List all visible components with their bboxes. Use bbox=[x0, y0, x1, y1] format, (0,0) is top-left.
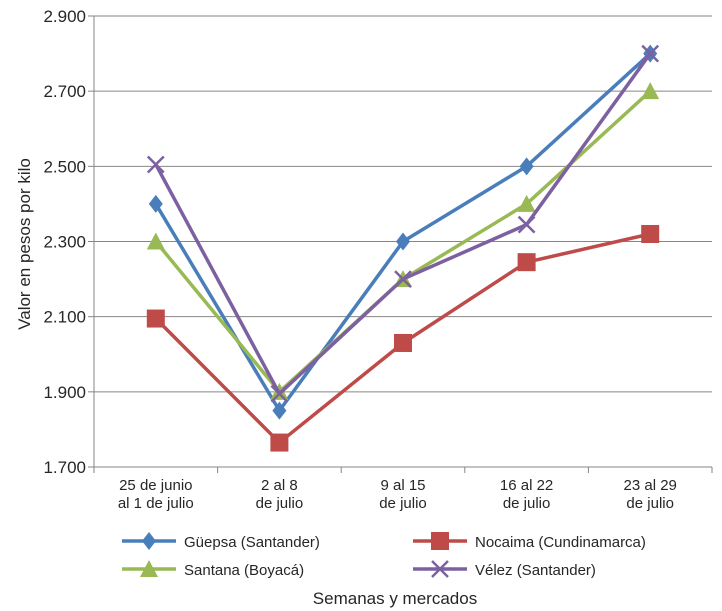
data-point bbox=[519, 157, 534, 176]
legend-marker bbox=[431, 532, 449, 550]
legend-item: Santana (Boyacá) bbox=[122, 560, 304, 579]
data-point bbox=[270, 433, 289, 452]
x-tick-label: 9 al 15 de julio bbox=[379, 477, 427, 512]
y-tick-label: 1.900 bbox=[43, 383, 86, 402]
legend-marker bbox=[431, 560, 449, 578]
y-tick-label: 2.500 bbox=[43, 157, 86, 176]
data-point bbox=[272, 401, 287, 420]
marker-stroke bbox=[270, 384, 289, 403]
series-4 bbox=[146, 44, 660, 403]
series-line bbox=[154, 52, 652, 413]
legend-marker bbox=[142, 532, 156, 550]
y-axis-tick-labels: 1.700 1.900 2.100 2.300 2.500 2.700 2.900 bbox=[43, 7, 86, 477]
x-tick-label: 23 al 29 de julio bbox=[624, 477, 677, 512]
legend-label: Santana (Boyacá) bbox=[184, 562, 304, 579]
legend-label: Güepsa (Santander) bbox=[184, 534, 320, 551]
legend-item: Vélez (Santander) bbox=[413, 560, 596, 579]
data-point bbox=[394, 270, 412, 288]
data-point bbox=[517, 253, 536, 272]
legend-item: Güepsa (Santander) bbox=[122, 532, 320, 551]
data-point bbox=[146, 232, 165, 250]
series-lines bbox=[146, 44, 660, 452]
data-point bbox=[396, 232, 410, 251]
legend-marker bbox=[140, 560, 158, 577]
data-point bbox=[148, 194, 163, 213]
data-point bbox=[641, 224, 660, 243]
legend: Güepsa (Santander) Nocaima (Cundinamarca)… bbox=[122, 532, 646, 579]
x-tick-label: 2 al 8 de julio bbox=[256, 477, 304, 512]
y-tick-label: 2.900 bbox=[43, 7, 86, 26]
y-tick-label: 2.100 bbox=[43, 308, 86, 327]
marker-stroke bbox=[641, 44, 660, 63]
marker-stroke bbox=[431, 560, 449, 578]
marker-stroke bbox=[394, 270, 412, 288]
series-2 bbox=[146, 224, 660, 452]
y-tick-label: 2.700 bbox=[43, 82, 86, 101]
x-tick-label: 16 al 22 de julio bbox=[500, 477, 553, 512]
data-point bbox=[641, 82, 660, 100]
data-point bbox=[394, 333, 412, 352]
data-point bbox=[270, 384, 289, 403]
marker-stroke bbox=[517, 215, 536, 234]
x-tick-label: 25 de junio al 1 de julio bbox=[118, 477, 194, 512]
marker-stroke bbox=[146, 155, 165, 174]
legend-item: Nocaima (Cundinamarca) bbox=[413, 532, 646, 551]
axes bbox=[93, 16, 713, 473]
y-tick-label: 1.700 bbox=[43, 458, 86, 477]
data-point bbox=[146, 309, 165, 328]
legend-label: Nocaima (Cundinamarca) bbox=[475, 534, 646, 551]
y-axis-label: Valor en pesos por kilo bbox=[15, 158, 34, 330]
data-point bbox=[517, 194, 536, 212]
x-axis-label: Semanas y mercados bbox=[313, 589, 477, 608]
x-axis-tick-labels: 25 de junio al 1 de julio 2 al 8 de julio 9 … bbox=[118, 477, 677, 512]
y-tick-label: 2.300 bbox=[43, 233, 86, 252]
data-point bbox=[146, 155, 165, 174]
data-point bbox=[517, 215, 536, 234]
data-point bbox=[641, 44, 660, 63]
series-1 bbox=[148, 44, 658, 420]
legend-label: Vélez (Santander) bbox=[475, 562, 596, 579]
